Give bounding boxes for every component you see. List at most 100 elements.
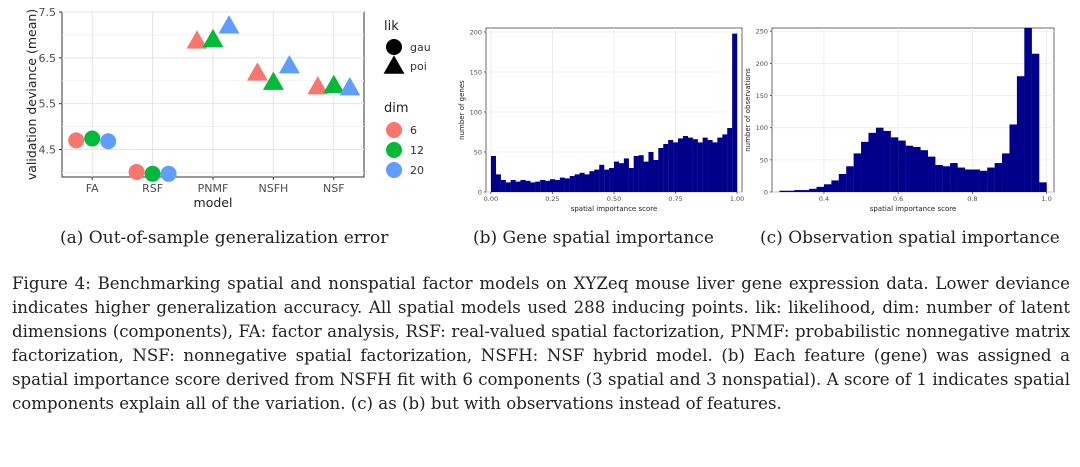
histogram-bar xyxy=(569,176,575,192)
histogram-bar xyxy=(1002,153,1010,192)
y-tick-label: 50 xyxy=(760,156,768,164)
histogram-bar xyxy=(648,152,654,192)
y-tick-label: 0 xyxy=(764,189,768,197)
data-point-circle xyxy=(160,165,177,182)
histogram-bar xyxy=(589,171,595,192)
y-tick-label: 200 xyxy=(756,60,768,68)
y-tick-label: 250 xyxy=(756,28,768,36)
histogram-bar xyxy=(883,130,891,192)
x-tick-label: 0.8 xyxy=(967,195,977,203)
histogram-bar xyxy=(658,148,664,192)
x-tick-label: NSFH xyxy=(258,182,288,195)
histogram-bar xyxy=(633,156,639,192)
histogram-bar xyxy=(490,156,496,192)
histogram-bar xyxy=(623,158,629,192)
y-tick-label: 100 xyxy=(470,109,482,117)
legend-lik-label: poi xyxy=(410,60,427,73)
x-tick-label: 1.0 xyxy=(1041,195,1051,203)
histogram-bar xyxy=(920,150,928,192)
data-point-circle xyxy=(100,133,117,150)
x-tick-label: 0.25 xyxy=(545,195,559,203)
y-tick-label: 100 xyxy=(756,124,768,132)
x-tick-label: PNMF xyxy=(198,182,229,195)
figure-caption-text: Figure 4: Benchmarking spatial and nonsp… xyxy=(12,274,1070,413)
data-point-triangle xyxy=(262,71,284,90)
histogram-bar xyxy=(628,168,634,192)
histogram-bar xyxy=(979,170,988,192)
histogram-bar xyxy=(801,190,810,192)
y-tick-label: 7.5 xyxy=(39,6,57,19)
panel-c-caption: (c) Observation spatial importance xyxy=(760,228,1060,248)
histogram-bar xyxy=(702,137,708,192)
histogram-bar xyxy=(579,172,585,192)
histogram-bar xyxy=(584,174,590,192)
histogram-bar xyxy=(942,166,951,192)
histogram-bar xyxy=(545,180,551,192)
data-point-triangle xyxy=(186,30,208,49)
histogram-bar xyxy=(875,127,884,192)
histogram-bar xyxy=(935,164,943,192)
legend-lik-title: lik xyxy=(384,19,399,34)
histogram-bar xyxy=(653,160,659,192)
x-tick-label: FA xyxy=(86,182,99,195)
histogram-bar xyxy=(604,169,610,192)
histogram-bar xyxy=(643,161,649,192)
histogram-bar xyxy=(868,132,877,192)
histogram-bar xyxy=(1024,28,1032,192)
histogram-bar xyxy=(722,134,728,192)
legend-dim-label: 6 xyxy=(410,124,417,137)
histogram-bar xyxy=(809,188,817,192)
histogram-bar xyxy=(786,190,795,192)
legend-color-key xyxy=(386,122,402,138)
histogram-bar xyxy=(1039,182,1047,192)
panel-b-histogram: 0 50 100 150 200 0.00 0.25 0.50 0.75 1.00 spatial … xyxy=(458,27,744,213)
histogram-bar xyxy=(505,182,511,192)
histogram-bar xyxy=(1031,53,1040,192)
histogram-bar xyxy=(682,136,688,192)
y-axis-label: validation deviance (mean) xyxy=(24,9,39,180)
histogram-bar xyxy=(594,169,600,192)
histogram-bar xyxy=(717,137,723,192)
data-point-triangle xyxy=(339,77,361,96)
histogram-bar xyxy=(614,161,620,192)
histogram-bar xyxy=(692,139,698,192)
histogram-bar xyxy=(913,146,921,192)
histogram-bar xyxy=(853,153,862,192)
panel-a-caption: (a) Out-of-sample generalization error xyxy=(60,228,389,248)
histogram-bar xyxy=(618,163,624,192)
histogram-bar xyxy=(668,140,674,192)
histogram-bar xyxy=(554,180,560,192)
histogram-bar xyxy=(530,182,536,192)
histogram-bar xyxy=(712,142,718,192)
data-point-circle xyxy=(128,163,145,180)
histogram-bar xyxy=(846,166,854,192)
legend-dim-title: dim xyxy=(384,101,409,116)
histogram-bar xyxy=(890,137,899,192)
x-tick-label: 0.75 xyxy=(668,195,682,203)
histogram-bar xyxy=(520,180,526,192)
y-tick-label: 5.5 xyxy=(39,98,57,111)
y-tick-label: 50 xyxy=(474,149,482,157)
histogram-bar xyxy=(638,155,644,192)
y-tick-label: 6.5 xyxy=(39,52,57,65)
histogram-bar xyxy=(927,156,936,192)
x-axis-label: spatial importance score xyxy=(870,205,957,213)
histogram-bar xyxy=(905,145,914,192)
data-point-circle xyxy=(68,132,85,149)
histogram-bar xyxy=(599,164,605,192)
y-tick-label: 150 xyxy=(470,69,482,77)
histogram-bar xyxy=(559,177,565,192)
histogram-bar xyxy=(540,180,546,192)
legend-dim-label: 12 xyxy=(410,144,424,157)
histogram-bar xyxy=(794,190,802,192)
histogram-bar xyxy=(495,174,501,192)
histogram-bar xyxy=(823,184,832,192)
y-axis-label: number of observations xyxy=(744,68,752,152)
x-tick-label: RSF xyxy=(142,182,163,195)
data-point-triangle xyxy=(246,62,268,81)
x-axis-label: spatial importance score xyxy=(571,205,658,213)
y-axis-label: number of genes xyxy=(458,80,466,140)
x-tick-label: 1.00 xyxy=(730,195,744,203)
histogram-bar xyxy=(1016,76,1025,192)
